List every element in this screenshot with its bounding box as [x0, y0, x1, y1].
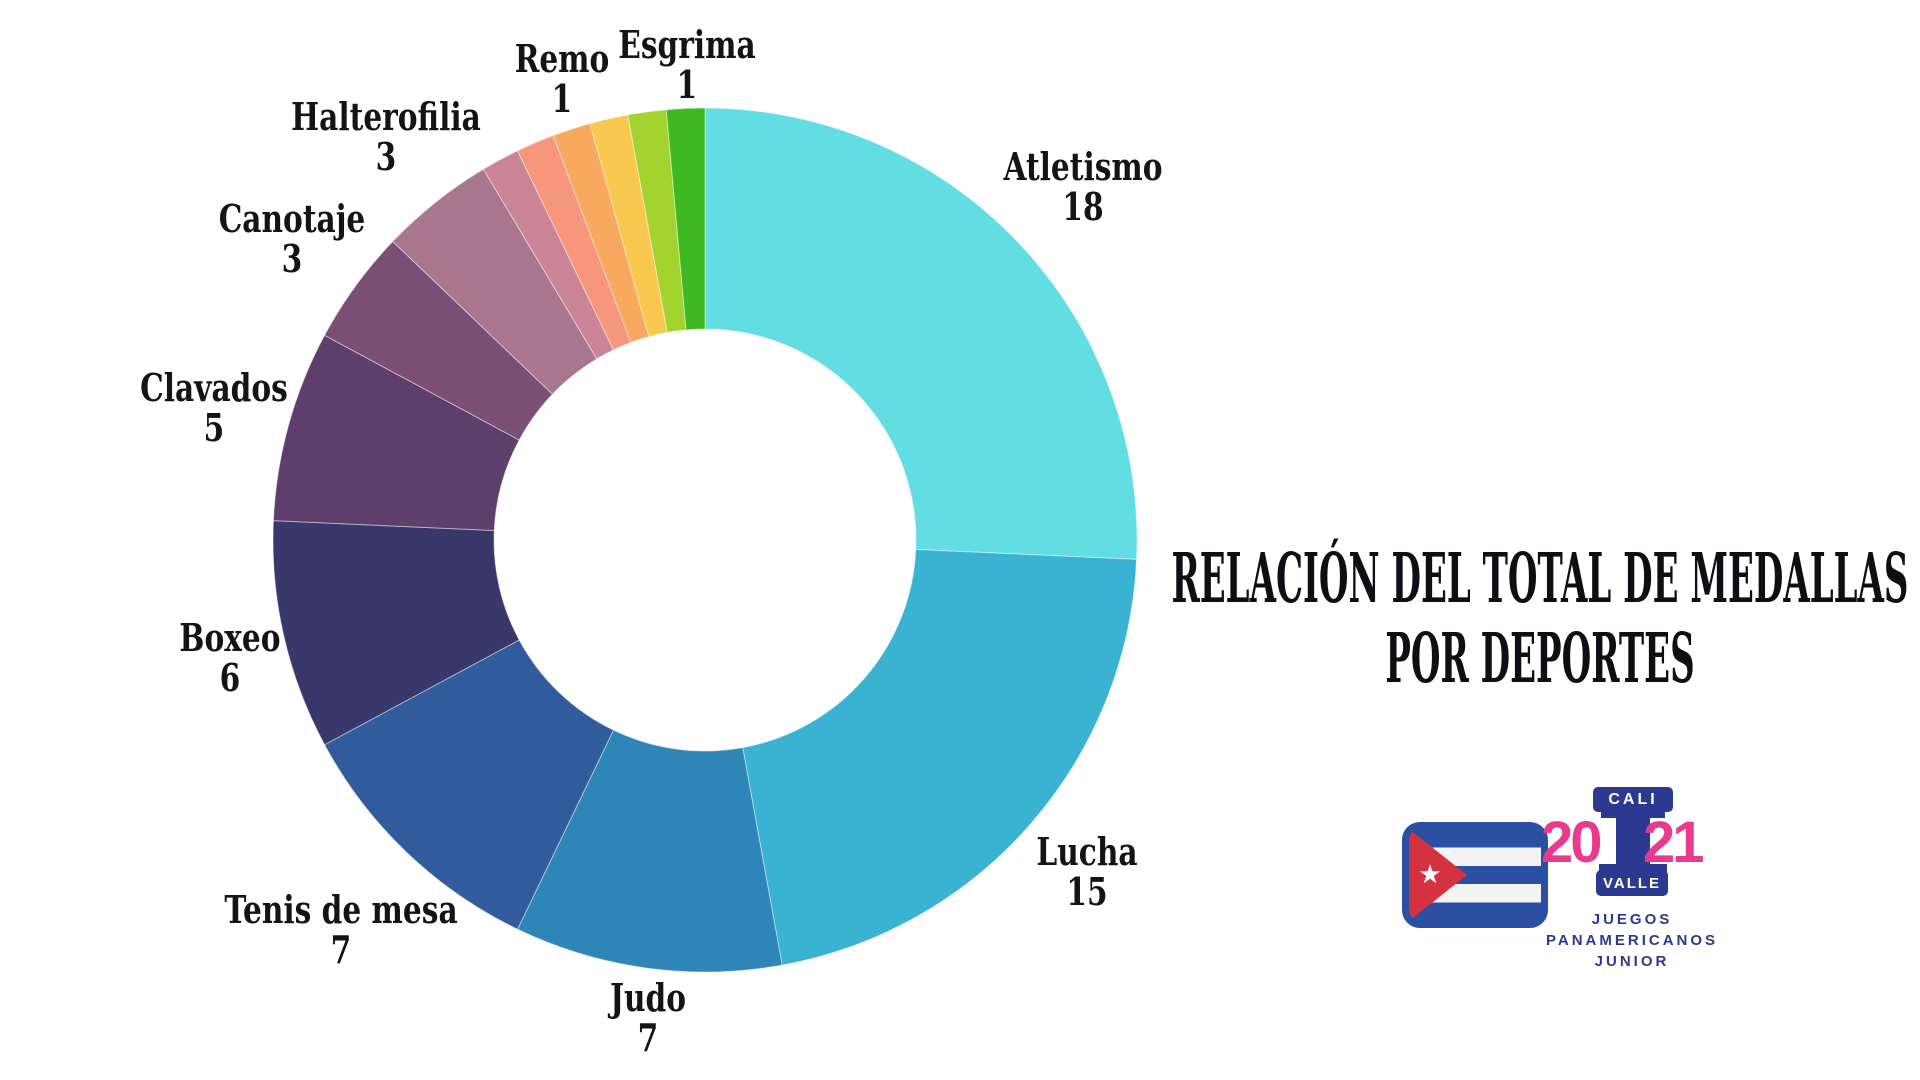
pie-slice-atletismo	[704, 107, 1138, 560]
slice-label-value: 1	[676, 62, 698, 107]
flag-triangle	[1409, 829, 1467, 921]
pie-slice-remo	[552, 122, 650, 344]
slice-label-value: 6	[219, 655, 241, 700]
pie-slice-12	[627, 109, 687, 333]
slice-label-clavados: Clavados 5	[140, 368, 288, 448]
pie-slice-tenis-de-mesa	[323, 639, 615, 930]
slice-label-name: Clavados	[140, 365, 288, 410]
slice-label-value: 1	[551, 76, 573, 121]
slice-label-name: Canotaje	[218, 196, 366, 241]
cuba-flag: ★	[1402, 822, 1548, 928]
slice-label-name: Remo	[514, 36, 610, 81]
slice-label-halterofilia: Halterofilia 3	[291, 97, 481, 177]
slice-label-boxeo: Boxeo 6	[179, 618, 280, 698]
logo-ibeam-bottom	[1599, 864, 1667, 874]
logo-year-21: 21	[1643, 810, 1704, 875]
chart-title-line1: RELACIÓN DEL TOTAL DE MEDALLAS	[1171, 539, 1909, 619]
pie-slice-lucha	[742, 548, 1138, 966]
slice-label-value: 5	[203, 405, 225, 450]
slice-label-name: Halterofilia	[291, 94, 481, 139]
slice-label-name: Tenis de mesa	[224, 887, 458, 932]
slice-label-tenis-de-mesa: Tenis de mesa 7	[224, 890, 457, 970]
slice-label-name: Judo	[609, 975, 687, 1020]
pie-slice-clavados	[272, 334, 520, 532]
slice-label-value: 3	[281, 236, 303, 281]
logo-ibeam-bar	[1616, 809, 1650, 872]
chart-title: RELACIÓN DEL TOTAL DE MEDALLAS POR DEPOR…	[1172, 539, 1909, 699]
slice-label-value: 7	[330, 927, 352, 972]
logo-tagline-junior: JUNIOR	[1594, 953, 1670, 970]
logo-tagline-panamericanos: PANAMERICANOS	[1545, 932, 1719, 949]
logo-valle-block: VALLE	[1596, 870, 1668, 896]
logo-cali-block: CALI	[1593, 787, 1673, 812]
slice-label-lucha: Lucha 15	[1036, 832, 1137, 912]
slice-label-value: 18	[1062, 184, 1104, 229]
slice-label-value: 7	[637, 1015, 659, 1060]
slice-label-judo: Judo 7	[610, 978, 686, 1058]
slice-label-remo: Remo 1	[515, 39, 610, 119]
slice-label-name: Atletismo	[1003, 144, 1163, 189]
slice-label-name: Lucha	[1036, 829, 1138, 874]
pie-slice-boxeo	[272, 520, 520, 746]
slice-label-name: Boxeo	[179, 615, 281, 660]
pie-slice-judo	[516, 729, 783, 973]
slice-label-name: Esgrima	[618, 22, 756, 67]
slice-label-value: 3	[375, 134, 397, 179]
slice-label-atletismo: Atletismo 18	[1003, 147, 1162, 227]
logo-tagline-juegos: JUEGOS	[1591, 911, 1673, 928]
pie-slice-11	[589, 114, 668, 338]
pie-slice-8	[482, 150, 615, 360]
slice-label-value: 15	[1066, 869, 1108, 914]
slice-label-esgrima: Esgrima 1	[618, 25, 755, 105]
chart-title-line2: POR DEPORTES	[1385, 619, 1695, 699]
logo-valle-text: VALLE	[1602, 874, 1662, 892]
pie-slice-esgrima	[665, 107, 706, 331]
logo-cali-text: CALI	[1608, 790, 1658, 808]
star-icon: ★	[1418, 860, 1442, 890]
slice-label-canotaje: Canotaje 3	[219, 199, 366, 279]
logo-year-20: 20	[1541, 810, 1602, 875]
